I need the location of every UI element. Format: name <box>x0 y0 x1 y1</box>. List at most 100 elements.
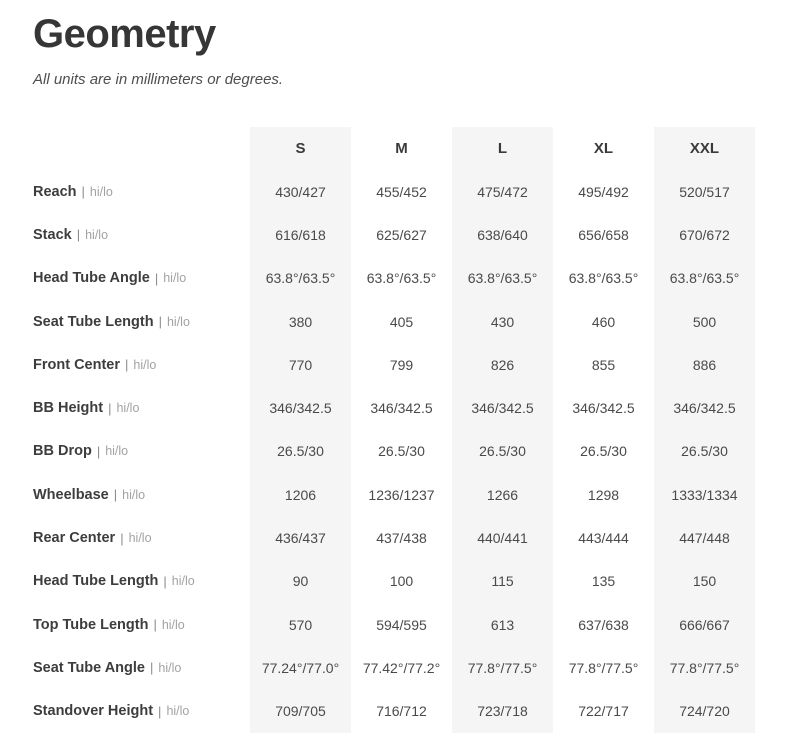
row-hi-lo-suffix: hi/lo <box>116 401 140 416</box>
value-cell: 613 <box>452 602 553 647</box>
value-cell: 430/427 <box>250 170 351 214</box>
row-separator: | <box>153 617 157 633</box>
row-label-cell: Top Tube Length | hi/lo <box>33 603 250 646</box>
row-hi-lo-suffix: hi/lo <box>161 617 185 632</box>
row-label-cell: Reach | hi/lo <box>33 170 250 213</box>
row-separator: | <box>150 660 154 676</box>
row-label-cell: Standover Height | hi/lo <box>33 690 250 733</box>
table-row: Top Tube Length | hi/lo 570 594/595 613 … <box>33 602 755 647</box>
value-cell: 380 <box>250 299 351 344</box>
value-cell: 77.8°/77.5° <box>654 646 755 690</box>
value-cell: 405 <box>389 313 414 330</box>
row-separator: | <box>154 270 159 286</box>
row-label: Top Tube Length <box>33 616 149 633</box>
row-separator: | <box>81 184 85 200</box>
row-separator: | <box>158 703 162 719</box>
value-cell: 570 <box>250 602 351 647</box>
value-cell: 150 <box>654 559 755 603</box>
page-title: Geometry <box>33 12 216 56</box>
row-label-cell: Head Tube Length | hi/lo <box>33 560 250 603</box>
column-header-l: L <box>452 127 553 170</box>
value-cell: 656/658 <box>578 226 629 243</box>
value-cell: 346/342.5 <box>370 400 433 417</box>
row-label: BB Drop <box>33 443 92 460</box>
value-cell: 346/342.5 <box>572 400 635 417</box>
value-cell: 455/452 <box>376 183 427 200</box>
row-label-cell: Head Tube Angle | hi/lo <box>33 257 250 300</box>
row-hi-lo-suffix: hi/lo <box>171 574 195 589</box>
value-cell: 475/472 <box>452 170 553 214</box>
value-cell: 440/441 <box>452 516 553 560</box>
table-row: Head Tube Length | hi/lo 90 100 115 135 … <box>33 559 755 603</box>
row-hi-lo-suffix: hi/lo <box>133 357 157 372</box>
value-cell: 638/640 <box>452 213 553 257</box>
value-cell: 723/718 <box>452 689 553 733</box>
row-label-cell: Seat Tube Length | hi/lo <box>33 300 250 343</box>
table-row: Wheelbase | hi/lo 1206 1236/1237 1266 12… <box>33 473 755 517</box>
row-separator: | <box>158 314 162 330</box>
value-cell: 460 <box>591 313 616 330</box>
row-label-cell: Stack | hi/lo <box>33 213 250 256</box>
value-cell: 670/672 <box>654 213 755 257</box>
value-cell: 1266 <box>452 473 553 517</box>
row-separator: | <box>76 227 81 243</box>
column-header-xxl: XXL <box>654 127 755 170</box>
value-cell: 447/448 <box>654 516 755 560</box>
table-row: Stack | hi/lo 616/618 625/627 638/640 65… <box>33 213 755 257</box>
row-label: BB Height <box>33 400 104 417</box>
value-cell: 63.8°/63.5° <box>452 256 553 300</box>
value-cell: 1333/1334 <box>654 473 755 517</box>
row-hi-lo-suffix: hi/lo <box>166 704 190 719</box>
value-cell: 346/342.5 <box>452 386 553 430</box>
row-label-cell: Rear Center | hi/lo <box>33 516 250 559</box>
row-label-cell: BB Drop | hi/lo <box>33 430 250 473</box>
value-cell: 63.8°/63.5° <box>654 256 755 300</box>
row-separator: | <box>96 443 101 459</box>
row-label: Seat Tube Length <box>33 313 154 330</box>
value-cell: 100 <box>389 573 414 590</box>
value-cell: 77.24°/77.0° <box>250 646 351 690</box>
value-cell: 26.5/30 <box>452 429 553 474</box>
row-separator: | <box>108 400 112 416</box>
units-note: All units are in millimeters or degrees. <box>33 71 284 88</box>
value-cell: 90 <box>250 559 351 603</box>
table-row: Reach | hi/lo 430/427 455/452 475/472 49… <box>33 170 755 214</box>
value-cell: 436/437 <box>250 516 351 560</box>
value-cell: 625/627 <box>376 226 427 243</box>
value-cell: 135 <box>591 573 616 590</box>
row-label-cell: BB Height | hi/lo <box>33 386 250 429</box>
header-spacer-cell <box>33 127 250 170</box>
row-label-cell: Wheelbase | hi/lo <box>33 473 250 516</box>
value-cell: 724/720 <box>654 689 755 733</box>
table-row: Seat Tube Length | hi/lo 380 405 430 460… <box>33 299 755 344</box>
column-header-s: S <box>250 127 351 170</box>
value-cell: 770 <box>250 343 351 387</box>
value-cell: 594/595 <box>376 616 427 633</box>
row-hi-lo-suffix: hi/lo <box>128 531 152 546</box>
value-cell: 346/342.5 <box>250 386 351 430</box>
value-cell: 346/342.5 <box>654 386 755 430</box>
value-cell: 77.42°/77.2° <box>362 659 441 676</box>
value-cell: 666/667 <box>654 602 755 647</box>
row-hi-lo-suffix: hi/lo <box>105 444 129 459</box>
row-separator: | <box>125 357 129 373</box>
value-cell: 616/618 <box>250 213 351 257</box>
column-header-m: M <box>395 140 408 157</box>
geometry-table-body: Reach | hi/lo 430/427 455/452 475/472 49… <box>33 170 755 733</box>
row-label: Head Tube Length <box>33 573 159 590</box>
row-label: Stack <box>33 226 72 243</box>
table-row: Front Center | hi/lo 770 799 826 855 886 <box>33 343 755 387</box>
table-row: Seat Tube Angle | hi/lo 77.24°/77.0° 77.… <box>33 646 755 690</box>
row-separator: | <box>120 530 124 546</box>
row-label: Head Tube Angle <box>33 270 150 287</box>
column-header-xl: XL <box>593 140 614 157</box>
geometry-page: Geometry All units are in millimeters or… <box>33 12 755 733</box>
table-row: Head Tube Angle | hi/lo 63.8°/63.5° 63.8… <box>33 256 755 300</box>
value-cell: 26.5/30 <box>580 443 627 460</box>
row-label: Standover Height <box>33 703 154 720</box>
row-label: Rear Center <box>33 530 116 547</box>
row-hi-lo-suffix: hi/lo <box>89 184 113 199</box>
row-label-cell: Seat Tube Angle | hi/lo <box>33 646 250 689</box>
value-cell: 443/444 <box>578 530 629 547</box>
value-cell: 716/712 <box>376 703 427 720</box>
